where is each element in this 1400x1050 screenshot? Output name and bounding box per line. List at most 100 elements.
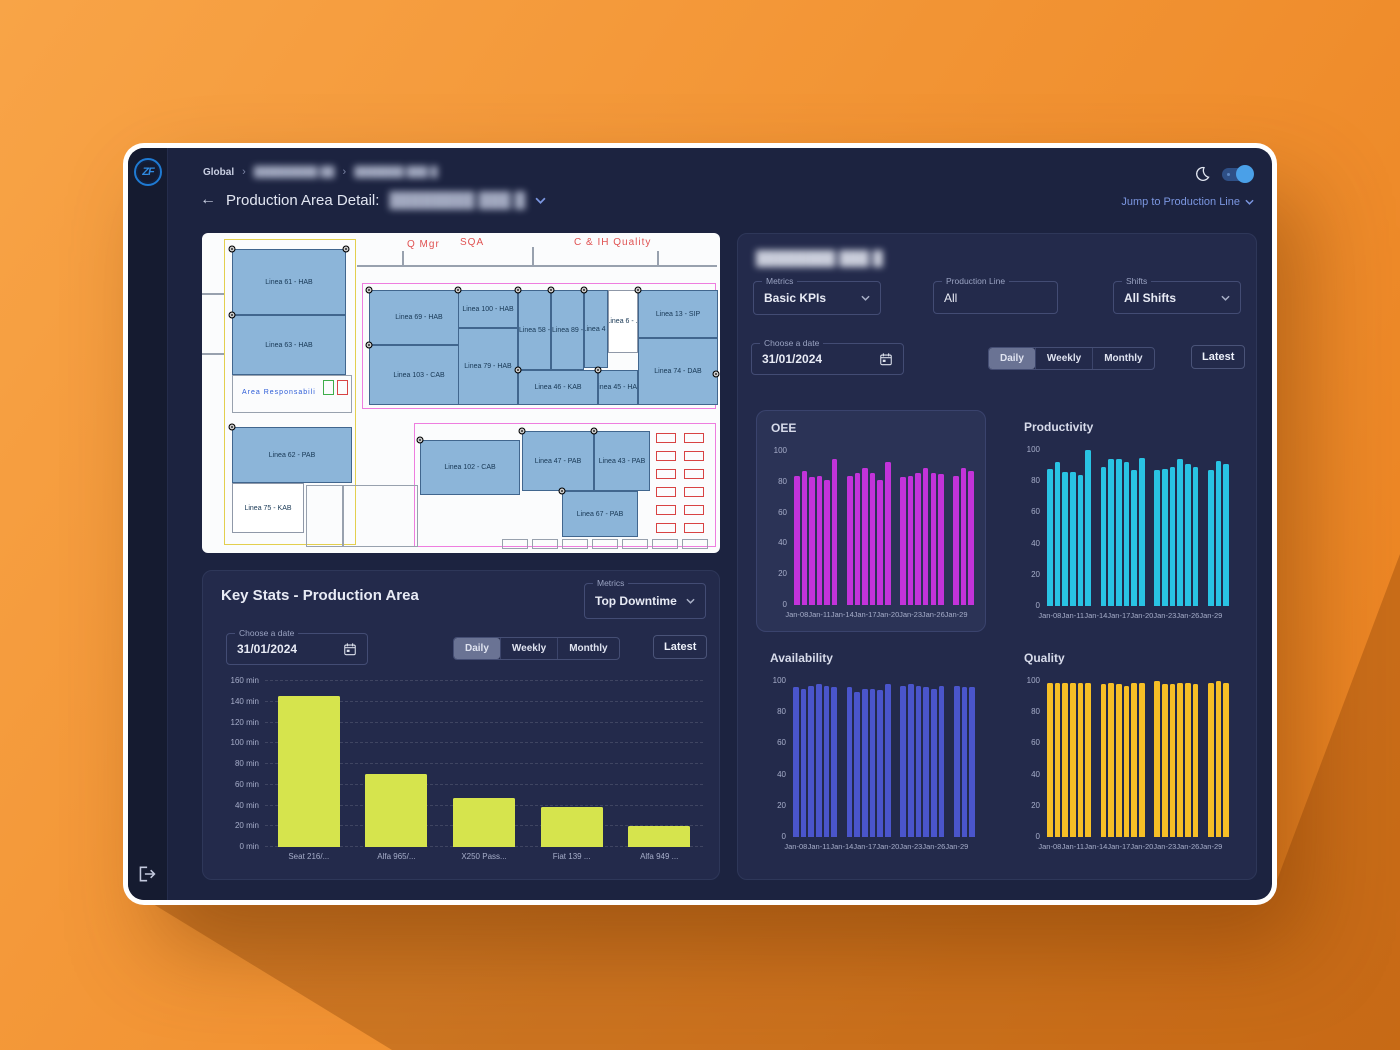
bar[interactable] [1208,682,1214,837]
bar[interactable] [1177,459,1183,606]
dark-mode-toggle[interactable] [1222,164,1254,183]
bar[interactable] [862,688,868,837]
bar[interactable] [1100,467,1107,606]
bar[interactable] [1215,681,1222,837]
bar[interactable] [1047,682,1053,837]
bar[interactable] [1169,684,1176,837]
bar[interactable] [1162,684,1168,837]
floor-room[interactable]: Linea 47 - PAB [522,431,594,491]
floor-room[interactable]: Linea 75 - KAB [232,483,304,533]
bar[interactable] [1185,464,1191,606]
bar[interactable] [801,471,808,605]
floor-room[interactable]: Linea 100 - HAB [458,290,518,328]
floor-room[interactable]: Linea 61 - HAB [232,249,346,315]
period-option-weekly[interactable]: Weekly [499,638,557,659]
bar[interactable] [794,475,800,605]
bar[interactable] [923,687,929,837]
bar[interactable] [900,685,906,837]
floor-room[interactable]: Linea 62 - PAB [232,427,352,483]
bar[interactable] [915,472,921,605]
bar[interactable] [1077,682,1084,837]
bar[interactable] [1123,685,1130,837]
latest-button[interactable]: Latest [1191,345,1246,369]
calendar-icon[interactable] [879,352,893,366]
bar[interactable] [1123,462,1130,606]
floor-room[interactable]: Linea 4 . [584,290,608,368]
date-picker[interactable]: Choose a date 31/01/2024 [226,628,368,665]
bar[interactable] [1077,474,1084,606]
bar[interactable] [847,475,853,605]
bar[interactable] [1062,682,1068,837]
floor-room[interactable]: Linea 63 - HAB [232,315,346,375]
bar[interactable] [900,477,906,605]
floor-room[interactable]: Linea 6 - .. [608,290,638,353]
bar[interactable] [1185,682,1191,837]
floor-room[interactable]: Linea 43 - PAB [594,431,650,491]
bar[interactable] [1108,459,1114,606]
bar[interactable] [1162,468,1168,606]
bar[interactable] [1070,471,1076,606]
bar[interactable] [823,685,830,837]
bar[interactable] [831,687,837,837]
bar[interactable] [846,687,853,837]
bar[interactable] [968,471,974,605]
bar[interactable] [930,472,937,605]
quality-chart[interactable]: Quality 0 20 40 60 80 100 Jan-08 Jan-11 Jan-14 Ja… [1010,641,1240,863]
bar[interactable] [960,467,967,605]
period-option-weekly[interactable]: Weekly [1034,348,1092,369]
bar[interactable] [1169,467,1176,606]
oee-chart[interactable]: OEE 0 20 40 60 80 100 Jan-08 Jan-11 Jan-14 Jan-17… [756,410,986,632]
bar[interactable] [877,690,883,837]
bar[interactable] [277,695,340,847]
floor-room[interactable]: Linea 13 - SIP [638,290,718,338]
bar[interactable] [1116,459,1122,606]
bar[interactable] [1047,468,1053,606]
bar[interactable] [1108,682,1114,837]
bar[interactable] [1100,684,1107,837]
bar[interactable] [809,477,815,605]
period-option-monthly[interactable]: Monthly [1092,348,1153,369]
bar[interactable] [931,688,937,837]
chevron-down-icon[interactable] [535,197,546,204]
bar[interactable] [1192,684,1199,837]
metrics-select[interactable]: Metrics Top Downtime [584,578,706,619]
floor-room[interactable]: Linea 69 - HAB [369,290,469,345]
bar[interactable] [365,774,428,847]
bar[interactable] [1139,682,1145,837]
bar[interactable] [885,684,891,837]
bar[interactable] [1131,682,1137,837]
floor-room[interactable]: Linea 46 - KAB [518,370,598,405]
floor-room[interactable]: Linea 89 - [551,290,584,370]
bar[interactable] [816,684,822,837]
bar[interactable] [938,685,945,837]
productivity-chart[interactable]: Productivity 0 20 40 60 80 100 Jan-08 Jan-11 Jan… [1010,410,1240,632]
bar[interactable] [961,687,968,837]
bar[interactable] [831,458,838,605]
calendar-icon[interactable] [343,642,357,656]
bar[interactable] [1215,460,1222,606]
bar[interactable] [1208,470,1214,606]
bar[interactable] [854,691,860,837]
bar[interactable] [915,685,922,837]
bar[interactable] [540,806,603,847]
bar[interactable] [953,475,959,605]
bar[interactable] [1062,471,1068,606]
breadcrumb-item-redacted-1[interactable]: █████████ ██ [253,166,335,178]
metrics-select[interactable]: Metrics Basic KPIs [753,276,881,315]
bar[interactable] [869,688,876,837]
latest-button[interactable]: Latest [653,635,708,659]
floor-room[interactable]: Linea 79 - HAB [458,328,518,405]
bar[interactable] [1085,450,1091,606]
bar[interactable] [922,467,929,605]
period-option-monthly[interactable]: Monthly [557,638,618,659]
bar[interactable] [793,687,799,837]
floor-room[interactable]: Linea 103 - CAB [369,345,469,405]
bar[interactable] [808,685,814,837]
back-button[interactable]: ← [200,191,216,208]
bar[interactable] [1192,467,1199,606]
availability-chart[interactable]: Availability 0 20 40 60 80 100 Jan-08 Jan-11 Jan… [756,641,986,863]
bar[interactable] [1177,682,1183,837]
bar[interactable] [908,684,914,837]
breadcrumb-item-global[interactable]: Global [203,166,235,178]
bar[interactable] [954,685,960,837]
